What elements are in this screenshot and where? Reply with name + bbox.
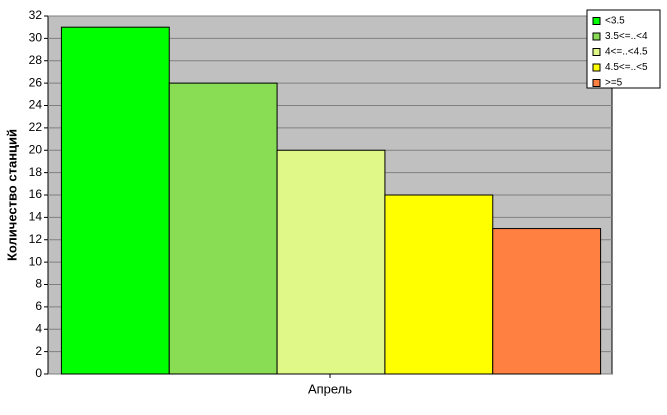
y-tick-label: 12: [29, 232, 43, 246]
y-tick-label: 22: [29, 120, 43, 134]
y-tick-label: 18: [29, 165, 43, 179]
legend-swatch: [592, 17, 601, 25]
y-tick-label: 0: [35, 366, 42, 380]
y-tick-label: 24: [29, 98, 43, 112]
y-axis-label: Количество станций: [4, 129, 19, 261]
bar: [276, 149, 386, 375]
legend-label: 4.5<=..<5: [605, 62, 648, 73]
bar: [384, 194, 494, 375]
y-tick-label: 32: [29, 8, 43, 22]
y-tick-label: 6: [35, 299, 42, 313]
bar: [60, 26, 170, 375]
y-tick-label: 26: [29, 75, 43, 89]
legend-label: <3.5: [605, 16, 625, 27]
legend-swatch: [592, 48, 601, 56]
legend-label: 4<=..<4.5: [605, 47, 648, 58]
y-tick-label: 20: [29, 142, 43, 156]
bar: [492, 228, 602, 375]
legend-swatch: [592, 79, 601, 87]
y-tick-label: 4: [35, 321, 42, 335]
legend-label: >=5: [605, 78, 623, 89]
bar: [168, 82, 278, 375]
y-tick-label: 2: [35, 344, 42, 358]
y-tick-label: 14: [29, 210, 43, 224]
legend-swatch: [592, 63, 601, 72]
y-tick-label: 28: [29, 53, 43, 67]
x-tick-label: Апрель: [308, 381, 352, 396]
y-tick-label: 30: [29, 31, 43, 45]
y-tick-label: 16: [29, 187, 43, 201]
legend-swatch: [592, 32, 601, 41]
y-tick-label: 8: [35, 277, 42, 291]
y-tick-label: 10: [29, 254, 43, 268]
legend-label: 3.5<=..<4: [605, 31, 648, 42]
